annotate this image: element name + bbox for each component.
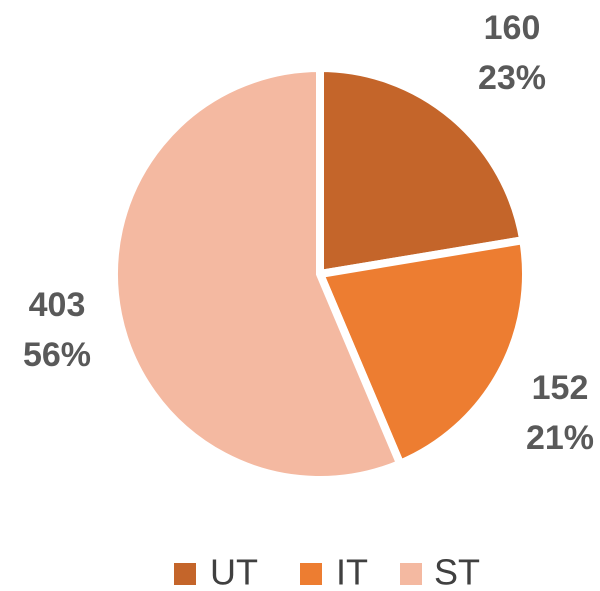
legend-label: ST — [434, 552, 480, 591]
data-label: 152 — [532, 369, 589, 407]
percent-label: 56% — [23, 336, 91, 374]
pie-slice — [314, 235, 530, 469]
legend-label: IT — [336, 552, 368, 591]
pie-slice — [110, 63, 406, 484]
data-label: 160 — [484, 9, 541, 47]
percent-label: 21% — [526, 419, 594, 457]
pie-slice — [316, 63, 528, 279]
percent-label: 23% — [478, 59, 546, 97]
legend-swatch — [400, 563, 422, 585]
data-label: 403 — [29, 286, 86, 324]
legend-swatch — [300, 563, 322, 585]
legend-label: UT — [210, 552, 258, 591]
legend-swatch — [174, 563, 196, 585]
